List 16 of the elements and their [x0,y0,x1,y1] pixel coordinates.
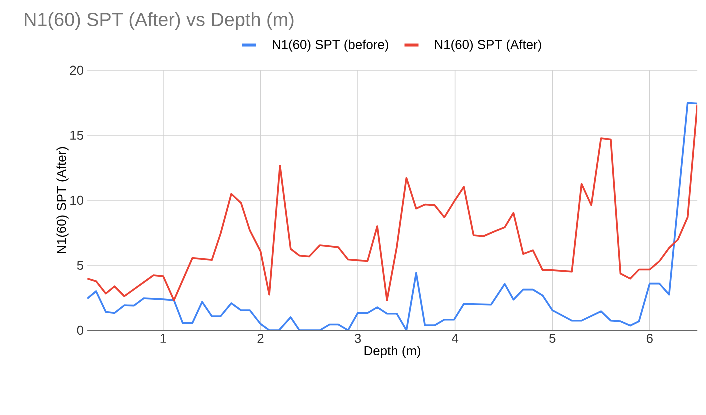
x-tick-label: 2 [258,334,264,344]
y-tick-label: 0 [77,326,84,336]
y-tick-label: 10 [70,196,84,206]
x-tick-label: 3 [354,334,362,344]
x-tick-label: 5 [550,334,556,344]
y-tick-label: 15 [70,130,84,140]
x-tick-label: 4 [452,334,459,343]
x-axis-title: Depth (m) [364,346,421,358]
x-tick-label: 6 [646,334,653,344]
x-tick-label: 1 [160,334,166,343]
legend-label: N1(60) SPT (After) [435,40,542,52]
chart-title: N1(60) SPT (After) vs Depth (m) [25,12,294,30]
y-tick-label: 5 [77,260,84,270]
y-tick-label: 20 [70,66,84,76]
y-axis-title: N1(60) SPT (After) [56,147,69,254]
legend-label: N1(60) SPT (before) [273,40,388,52]
